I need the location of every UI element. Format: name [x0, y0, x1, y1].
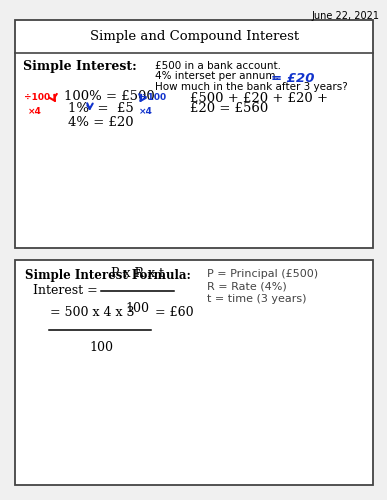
Text: 100% = £500: 100% = £500 — [64, 90, 154, 103]
Text: ×4: ×4 — [28, 106, 42, 116]
Text: = £60: = £60 — [155, 306, 194, 319]
Text: ÷100: ÷100 — [140, 93, 166, 102]
Text: t = time (3 years): t = time (3 years) — [207, 294, 307, 304]
Bar — [15, 20, 373, 248]
Text: £500 + £20 + £20 +: £500 + £20 + £20 + — [190, 92, 328, 104]
Text: R = Rate (4%): R = Rate (4%) — [207, 282, 287, 292]
Text: 1%  =  £5: 1% = £5 — [68, 102, 134, 116]
Text: June 22, 2021: June 22, 2021 — [311, 11, 379, 21]
Text: Simple Interest Formula:: Simple Interest Formula: — [25, 269, 191, 282]
Text: 4% = £20: 4% = £20 — [68, 116, 134, 129]
Text: Simple Interest:: Simple Interest: — [23, 60, 137, 73]
Text: 100: 100 — [89, 341, 113, 354]
Text: P x R x t: P x R x t — [111, 267, 164, 280]
Text: = £20: = £20 — [271, 72, 314, 85]
Text: £20 = £560: £20 = £560 — [190, 102, 268, 116]
Text: ×4: ×4 — [139, 106, 153, 116]
Text: = 500 x 4 x 3: = 500 x 4 x 3 — [50, 306, 135, 319]
Text: How much in the bank after 3 years?: How much in the bank after 3 years? — [155, 82, 348, 92]
Text: Interest =: Interest = — [33, 284, 102, 298]
Text: ÷100: ÷100 — [24, 94, 51, 102]
Text: Simple and Compound Interest: Simple and Compound Interest — [89, 30, 299, 43]
Text: 100: 100 — [125, 302, 149, 315]
Bar — [15, 260, 373, 485]
Text: 4% interset per annum.: 4% interset per annum. — [155, 71, 279, 81]
Text: £500 in a bank account.: £500 in a bank account. — [155, 61, 281, 71]
Text: P = Principal (£500): P = Principal (£500) — [207, 269, 318, 279]
